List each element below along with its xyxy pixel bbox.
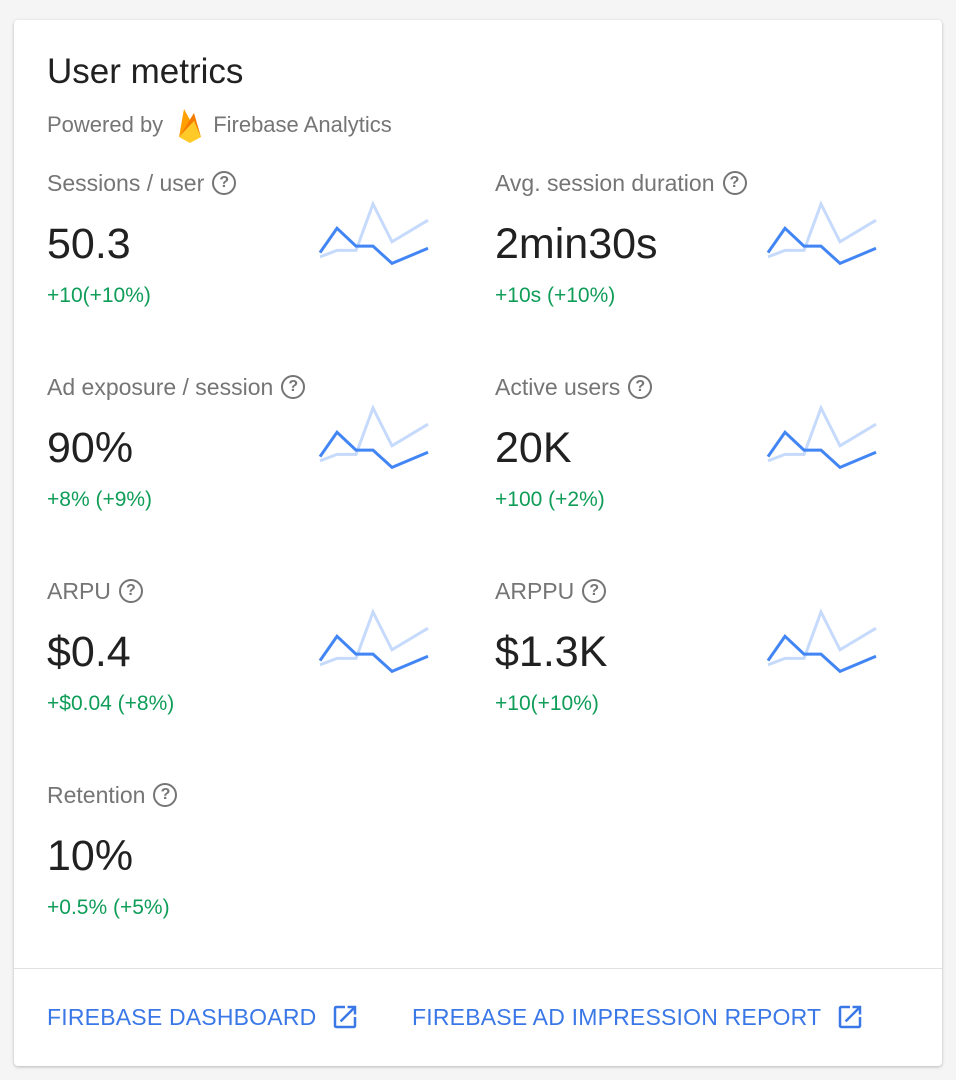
metric-label-text: Sessions / user (47, 169, 205, 196)
metric-tile: Ad exposure / session? 90% +8% (+9%) (47, 372, 467, 562)
metric-label: Active users? (495, 372, 915, 402)
open-in-new-icon (334, 1005, 357, 1029)
metric-label: Sessions / user? (47, 168, 467, 198)
metric-label-text: Ad exposure / session (47, 373, 274, 400)
sparkline-current (766, 634, 877, 674)
metric-tile: ARPPU? $1.3K +10(+10%) (495, 576, 915, 766)
help-icon[interactable]: ? (281, 375, 306, 399)
metric-tile: Retention? 10% +0.5% (+5%) (47, 780, 467, 970)
sparkline (318, 404, 429, 470)
link-label: FIREBASE DASHBOARD (47, 1003, 317, 1030)
help-icon[interactable]: ? (212, 171, 237, 195)
metric-label: ARPPU? (495, 576, 915, 606)
link-label: FIREBASE AD IMPRESSION REPORT (412, 1003, 822, 1030)
firebase-logo-icon (179, 109, 202, 143)
sparkline (318, 608, 429, 674)
sparkline-current (318, 226, 429, 266)
sparkline-previous (767, 608, 877, 667)
provider-name: Firebase Analytics (213, 112, 392, 137)
sparkline-previous (319, 200, 429, 259)
metric-label-text: Active users (495, 373, 621, 400)
metric-value: 10% (47, 832, 134, 880)
sparkline-current (766, 430, 877, 470)
help-icon[interactable]: ? (722, 171, 747, 195)
card-title: User metrics (47, 52, 244, 91)
sparkline-previous (767, 404, 877, 463)
metric-label-text: ARPPU (495, 577, 575, 604)
metric-label-text: Avg. session duration (495, 169, 715, 196)
metric-change: +8% (+9%) (47, 488, 153, 511)
metric-value: 2min30s (495, 220, 658, 268)
footer-divider (14, 968, 942, 969)
metric-change: +10(+10%) (495, 692, 599, 715)
metric-change: +100 (+2%) (495, 488, 605, 511)
sparkline-current (766, 226, 877, 266)
metric-value: $1.3K (495, 628, 608, 676)
sparkline (318, 200, 429, 266)
help-icon[interactable]: ? (118, 579, 143, 603)
metric-change: +$0.04 (+8%) (47, 692, 175, 715)
metric-value: 50.3 (47, 220, 131, 268)
sparkline (766, 200, 877, 266)
metric-value: 20K (495, 424, 572, 472)
powered-by-label: Powered by (47, 112, 164, 137)
sparkline-previous (319, 404, 429, 463)
sparkline-current (318, 430, 429, 470)
metric-tile: Active users? 20K +100 (+2%) (495, 372, 915, 562)
sparkline (766, 404, 877, 470)
help-icon[interactable]: ? (582, 579, 607, 603)
sparkline-previous (319, 608, 429, 667)
powered-by: Powered by Firebase Analytics (47, 107, 392, 143)
metric-label: ARPU? (47, 576, 467, 606)
user-metrics-card: User metrics Powered by Firebase Analyti… (14, 20, 942, 1066)
sparkline-previous (767, 200, 877, 259)
sparkline-current (318, 634, 429, 674)
metric-value: $0.4 (47, 628, 131, 676)
metric-tile: Sessions / user? 50.3 +10(+10%) (47, 168, 467, 358)
metric-change: +10s (+10%) (495, 284, 616, 307)
metric-tile: Avg. session duration? 2min30s +10s (+10… (495, 168, 915, 358)
metric-label: Ad exposure / session? (47, 372, 467, 402)
metric-change: +10(+10%) (47, 284, 151, 307)
open-in-new-icon (839, 1005, 862, 1029)
sparkline (766, 608, 877, 674)
metric-label-text: ARPU (47, 577, 111, 604)
help-icon[interactable]: ? (628, 375, 653, 399)
metric-label: Avg. session duration? (495, 168, 915, 198)
firebase-dashboard-link[interactable]: FIREBASE DASHBOARD (47, 1002, 360, 1032)
metric-value: 90% (47, 424, 134, 472)
metric-label-text: Retention (47, 781, 146, 808)
firebase-ad-impression-report-link[interactable]: FIREBASE AD IMPRESSION REPORT (412, 1002, 865, 1032)
help-icon[interactable]: ? (153, 783, 178, 807)
metric-tile: ARPU? $0.4 +$0.04 (+8%) (47, 576, 467, 766)
metric-change: +0.5% (+5%) (47, 896, 170, 919)
metric-label: Retention? (47, 780, 467, 810)
